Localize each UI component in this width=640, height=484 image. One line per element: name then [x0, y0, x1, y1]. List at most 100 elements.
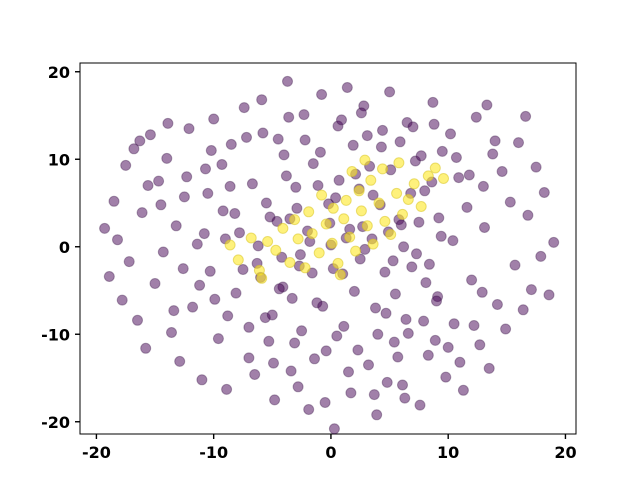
data-point: [429, 162, 441, 174]
data-point: [431, 295, 442, 307]
data-point: [181, 171, 193, 183]
data-point: [142, 180, 154, 191]
data-point: [343, 366, 354, 378]
data-point: [344, 231, 356, 243]
data-point: [299, 134, 311, 146]
data-point: [402, 194, 414, 205]
data-point: [391, 187, 403, 199]
y-tick-label: -10: [41, 325, 70, 344]
data-point: [517, 304, 529, 316]
y-tick-label: 10: [48, 150, 70, 169]
data-point: [230, 287, 242, 299]
data-point: [238, 102, 250, 114]
data-point: [168, 305, 180, 317]
data-point: [136, 207, 148, 219]
data-point: [483, 362, 495, 374]
data-point: [398, 241, 410, 253]
x-tick-label: 10: [437, 443, 459, 462]
data-point: [385, 229, 397, 240]
data-point: [359, 154, 371, 166]
data-point: [466, 274, 478, 286]
data-point: [548, 236, 560, 248]
data-point: [157, 246, 169, 258]
data-point: [103, 271, 115, 282]
data-point: [353, 185, 365, 197]
data-point: [422, 349, 434, 361]
data-point: [232, 254, 244, 266]
data-point: [474, 339, 486, 351]
data-point: [224, 239, 236, 251]
data-point: [481, 99, 493, 111]
data-point: [320, 345, 332, 357]
data-point: [260, 197, 272, 209]
data-point: [334, 269, 346, 281]
data-point: [361, 130, 373, 142]
data-point: [336, 114, 347, 126]
data-point: [365, 174, 377, 186]
data-point: [435, 230, 447, 242]
data-point: [298, 109, 310, 121]
data-point: [327, 202, 339, 214]
data-point: [243, 352, 255, 364]
series-class-1: [224, 154, 449, 284]
data-point: [384, 86, 396, 98]
data-point: [249, 369, 261, 380]
data-point: [208, 113, 220, 125]
data-point: [397, 379, 408, 391]
data-point: [319, 397, 331, 408]
data-point: [491, 299, 503, 310]
data-point: [355, 107, 367, 119]
y-tick-label: -20: [41, 413, 70, 432]
data-point: [445, 128, 456, 140]
data-point: [450, 152, 462, 163]
data-point: [496, 166, 508, 177]
data-point: [246, 178, 258, 190]
data-point: [112, 234, 123, 246]
data-point: [134, 135, 146, 147]
data-point: [108, 195, 120, 207]
data-point: [292, 233, 304, 245]
data-point: [487, 148, 499, 160]
data-point: [123, 256, 135, 268]
data-point: [525, 284, 537, 296]
data-point: [262, 236, 274, 247]
data-point: [166, 327, 177, 338]
data-point: [209, 293, 221, 305]
data-point: [368, 389, 380, 401]
data-point: [316, 189, 328, 201]
data-point: [415, 150, 427, 162]
data-point: [413, 216, 425, 228]
data-point: [414, 399, 426, 411]
data-point: [256, 94, 268, 106]
data-point: [132, 314, 143, 326]
data-point: [399, 392, 411, 404]
data-point: [377, 124, 388, 136]
data-point: [377, 163, 388, 175]
data-point: [328, 423, 340, 435]
data-point: [290, 181, 302, 193]
data-point: [463, 169, 475, 181]
data-point: [317, 300, 329, 312]
data-point: [316, 89, 328, 100]
data-point: [140, 342, 152, 354]
data-point: [309, 353, 320, 365]
data-point: [320, 218, 332, 230]
data-point: [237, 264, 249, 275]
data-point: [144, 129, 156, 141]
data-point: [477, 180, 489, 192]
data-point: [388, 336, 400, 348]
data-point: [461, 201, 473, 213]
data-point: [520, 110, 532, 122]
data-point: [153, 175, 165, 187]
data-point: [427, 96, 439, 108]
data-point: [294, 249, 306, 261]
data-point: [419, 185, 431, 197]
data-point: [116, 294, 128, 306]
data-point: [303, 206, 315, 218]
data-point: [285, 365, 297, 377]
data-point: [543, 289, 555, 301]
data-point: [204, 265, 216, 277]
data-point: [296, 325, 308, 337]
data-point: [299, 262, 311, 274]
data-point: [178, 191, 190, 203]
